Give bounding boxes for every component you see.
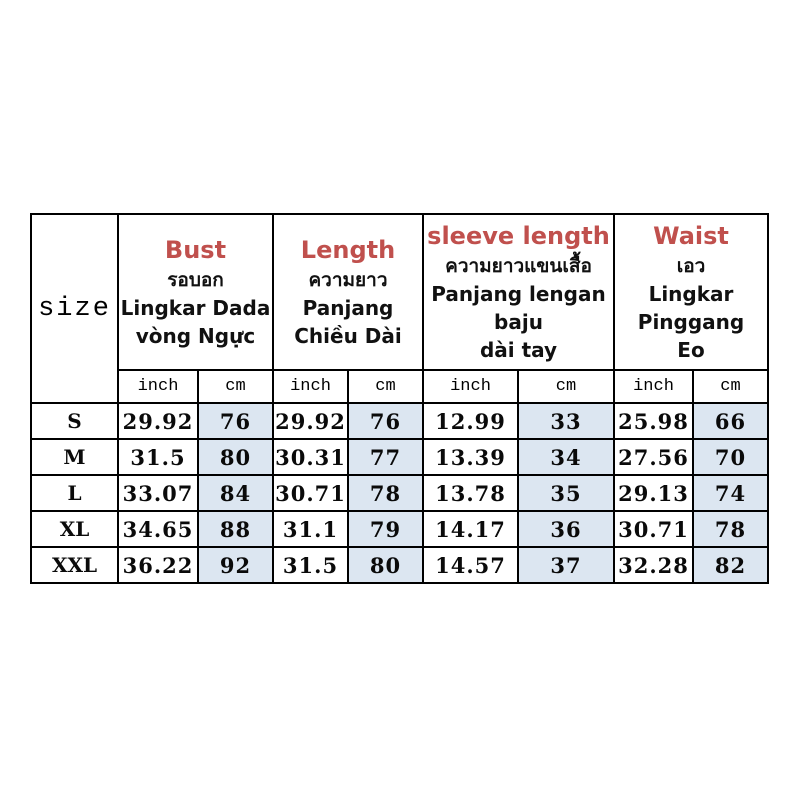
waist-indonesian-label: Lingkar Pinggang (637, 281, 745, 334)
row-label: S (30, 402, 119, 440)
header-group-row: size Bust รอบอก Lingkar Dada vòng Ngực L… (30, 213, 769, 404)
measurement-cell: 78 (692, 510, 769, 548)
bust-cm-header: cm (197, 369, 274, 404)
sleeve-cm-header: cm (517, 369, 615, 404)
bust-title: Bust (164, 235, 227, 264)
length-thai-label: ความยาว (308, 268, 388, 291)
bust-thai-label: รอบอก (167, 268, 224, 291)
measurement-cell: 31.5 (272, 546, 349, 584)
bust-inch-header: inch (117, 369, 199, 404)
measurement-cell: 80 (347, 546, 424, 584)
sleeve-inch-header: inch (422, 369, 519, 404)
bust-indonesian-label: Lingkar Dada (120, 295, 271, 320)
sleeve-length-title: sleeve length (427, 221, 610, 250)
measurement-cell: 30.71 (272, 474, 349, 512)
table-row-xxl: XXL 36.22 92 31.5 80 14.57 37 32.28 82 (30, 546, 769, 584)
measurement-cell: 30.31 (272, 438, 349, 476)
row-label: XL (30, 510, 119, 548)
measurement-cell: 13.39 (422, 438, 519, 476)
waist-thai-label: เอว (676, 254, 706, 277)
measurement-cell: 31.5 (117, 438, 199, 476)
measurement-cell: 32.28 (613, 546, 694, 584)
measurement-cell: 25.98 (613, 402, 694, 440)
measurement-cell: 13.78 (422, 474, 519, 512)
row-label: L (30, 474, 119, 512)
measurement-cell: 14.57 (422, 546, 519, 584)
row-label: XXL (30, 546, 119, 584)
length-inch-header: inch (272, 369, 349, 404)
measurement-cell: 80 (197, 438, 274, 476)
size-corner-cell: size (30, 213, 119, 404)
unit-header-row: inch cm inch cm inch cm inch cm (31, 369, 769, 404)
waist-title: Waist (653, 221, 729, 250)
measurement-cell: 36.22 (117, 546, 199, 584)
measurement-cell: 34.65 (117, 510, 199, 548)
bust-vietnamese-label: vòng Ngực (135, 323, 256, 348)
size-chart-table: size Bust รอบอก Lingkar Dada vòng Ngực L… (30, 213, 769, 584)
column-header-bust: Bust รอบอก Lingkar Dada vòng Ngực (117, 213, 274, 371)
measurement-cell: 33 (517, 402, 615, 440)
measurement-cell: 76 (197, 402, 274, 440)
measurement-cell: 92 (197, 546, 274, 584)
measurement-cell: 77 (347, 438, 424, 476)
measurement-cell: 29.13 (613, 474, 694, 512)
measurement-cell: 27.56 (613, 438, 694, 476)
length-indonesian-label: Panjang (302, 295, 394, 320)
measurement-cell: 79 (347, 510, 424, 548)
measurement-cell: 84 (197, 474, 274, 512)
measurement-cell: 74 (692, 474, 769, 512)
measurement-cell: 76 (347, 402, 424, 440)
table-row-s: S 29.92 76 29.92 76 12.99 33 25.98 66 (30, 402, 769, 440)
column-header-waist: Waist เอว Lingkar Pinggang Eo (613, 213, 769, 371)
row-label: M (30, 438, 119, 476)
measurement-cell: 88 (197, 510, 274, 548)
table-row-m: M 31.5 80 30.31 77 13.39 34 27.56 70 (30, 438, 769, 476)
measurement-cell: 37 (517, 546, 615, 584)
measurement-cell: 66 (692, 402, 769, 440)
length-cm-header: cm (347, 369, 424, 404)
column-header-sleeve-length: sleeve length ความยาวแขนเสื้อ Panjang le… (422, 213, 615, 371)
column-header-length: Length ความยาว Panjang Chiều Dài (272, 213, 424, 371)
sleeve-length-vietnamese-label: dài tay (479, 337, 558, 362)
measurement-cell: 70 (692, 438, 769, 476)
measurement-cell: 12.99 (422, 402, 519, 440)
measurement-cell: 31.1 (272, 510, 349, 548)
length-title: Length (300, 235, 396, 264)
measurement-cell: 35 (517, 474, 615, 512)
measurement-cell: 36 (517, 510, 615, 548)
table-row-l: L 33.07 84 30.71 78 13.78 35 29.13 74 (30, 474, 769, 512)
length-vietnamese-label: Chiều Dài (294, 323, 402, 348)
measurement-cell: 78 (347, 474, 424, 512)
waist-vietnamese-label: Eo (677, 337, 705, 362)
measurement-cell: 29.92 (117, 402, 199, 440)
measurement-cell: 14.17 (422, 510, 519, 548)
measurement-cell: 29.92 (272, 402, 349, 440)
measurement-cell: 30.71 (613, 510, 694, 548)
measurement-cell: 34 (517, 438, 615, 476)
waist-cm-header: cm (692, 369, 769, 404)
sleeve-length-indonesian-label: Panjang lengan baju (431, 281, 606, 334)
sleeve-length-thai-label: ความยาวแขนเสื้อ (445, 254, 592, 277)
table-row-xl: XL 34.65 88 31.1 79 14.17 36 30.71 78 (30, 510, 769, 548)
waist-inch-header: inch (613, 369, 694, 404)
measurement-cell: 33.07 (117, 474, 199, 512)
measurement-cell: 82 (692, 546, 769, 584)
